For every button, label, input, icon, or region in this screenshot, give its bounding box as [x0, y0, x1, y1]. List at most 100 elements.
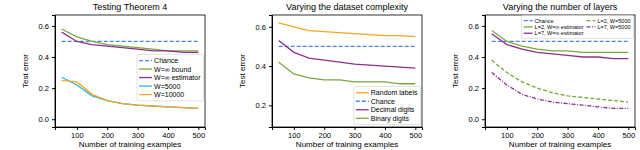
tick-mark: [269, 66, 272, 67]
y-axis: 0.0 0.2 0.4 0.6: [469, 16, 486, 128]
series-line: [492, 60, 629, 102]
tick-label: 0.4: [469, 53, 479, 62]
tick: 100: [71, 127, 84, 140]
axis-line: [56, 128, 206, 131]
tick-label: 400: [592, 131, 605, 140]
tick-label: 500: [410, 131, 423, 140]
series-line: [62, 77, 199, 108]
tick: 500: [410, 127, 423, 140]
series-line: [279, 23, 416, 37]
plot-frame: [55, 15, 205, 127]
tick: 300: [349, 127, 362, 140]
tick-mark: [77, 127, 78, 130]
legend-label: L=7, W=∞ estimator: [535, 30, 584, 36]
tick: 300: [562, 127, 575, 140]
tick-label: 400: [162, 131, 175, 140]
tick-label: 300: [132, 131, 145, 140]
tick-mark: [482, 57, 485, 58]
legend-label: Decimal digits: [371, 106, 415, 114]
tick: 500: [623, 127, 636, 140]
x-axis-title: Number of training examples: [79, 140, 181, 149]
legend-label: Chance: [154, 57, 178, 64]
legend-label: Random labels: [371, 89, 418, 96]
legend-swatch: [139, 94, 152, 95]
tick-label: 300: [349, 131, 362, 140]
tick-label: 100: [501, 131, 514, 140]
tick: 100: [288, 127, 301, 140]
tick: 100: [501, 127, 514, 140]
tick-mark: [52, 57, 55, 58]
axis-line: [269, 16, 273, 128]
legend-label: L=2, W=∞ estimator: [535, 24, 584, 30]
tick-mark: [355, 127, 356, 130]
tick-label: 0.4: [256, 62, 266, 71]
legend-item: Chance: [524, 18, 554, 24]
tick-mark: [294, 127, 295, 130]
legend-item: Decimal digits: [356, 106, 415, 114]
tick-mark: [385, 127, 386, 130]
plot-frame: [485, 15, 635, 127]
legend-item: W=∞ estimator: [139, 74, 201, 81]
tick: 400: [162, 127, 175, 140]
tick: 0.4: [39, 53, 55, 62]
plot-frame: [272, 15, 422, 127]
legend: ChanceW=∞ boundW=∞ estimatorW=5000W=1000…: [137, 54, 203, 101]
tick: 0.6: [256, 23, 272, 32]
legend-label: W=∞ estimator: [154, 74, 201, 81]
tick-mark: [52, 26, 55, 27]
tick-label: 500: [193, 131, 206, 140]
series-line: [492, 73, 629, 109]
tick: 500: [193, 127, 206, 140]
y-axis: 0.00.20.40.6: [39, 16, 56, 128]
tick-mark: [415, 127, 416, 130]
legend-swatch: [139, 77, 152, 78]
legend-box: [522, 16, 634, 39]
tick-label: 0.0: [469, 115, 479, 124]
legend-item: W=∞ bound: [139, 66, 191, 73]
legend-swatch: [586, 26, 595, 27]
legend-label: Chance: [371, 98, 395, 105]
x-axis-title: Number of training examples: [509, 140, 611, 149]
legend-swatch: [139, 85, 152, 86]
x-axis: 100200300400500: [56, 127, 206, 140]
tick: 0.2: [39, 84, 55, 93]
series-line: [62, 32, 199, 52]
tick: 0.2: [469, 84, 485, 93]
tick: 200: [531, 127, 544, 140]
tick-mark: [537, 127, 538, 130]
tick-label: 100: [288, 131, 301, 140]
title: Varying the dataset complexity: [286, 2, 408, 12]
legend-box: [137, 54, 203, 101]
tick: 0.0: [469, 115, 485, 124]
tick-mark: [107, 127, 108, 130]
y-axis-title: Test error: [451, 54, 460, 88]
tick: 0.2: [256, 101, 272, 110]
tick-label: 400: [379, 131, 392, 140]
tick-label: 0.2: [39, 84, 49, 93]
legend-item: L=7, W=∞ estimator: [524, 30, 584, 36]
legend-box: [354, 87, 421, 125]
legend-item: W=5000: [139, 83, 180, 90]
tick-mark: [198, 127, 199, 130]
x-axis: 100 200 300 400 500: [486, 127, 636, 140]
tick-mark: [168, 127, 169, 130]
legend-swatch: [139, 60, 152, 61]
tick: 0.6: [469, 22, 485, 31]
legend-label: Binary digits: [371, 115, 410, 123]
axis-line: [273, 128, 423, 131]
series-line: [492, 41, 629, 42]
panel: 1002003004005000.20.40.6Varying the data…: [238, 2, 423, 149]
y-axis-title: Test error: [238, 54, 247, 88]
legend-swatch: [586, 20, 595, 21]
legend-label: L=7, W=5000: [597, 24, 630, 30]
legend-swatch: [524, 20, 533, 21]
figure: 1002003004005000.00.20.40.6Testing Theor…: [0, 0, 640, 150]
plot-area: [62, 29, 199, 108]
tick-mark: [628, 127, 629, 130]
series-line: [62, 29, 199, 51]
legend: Random labels ChanceDecimal digitsBinary …: [354, 87, 421, 125]
tick: 0.6: [39, 22, 55, 31]
series-line: [279, 62, 416, 84]
legend-swatch: [356, 118, 369, 119]
axis-line: [52, 16, 56, 128]
